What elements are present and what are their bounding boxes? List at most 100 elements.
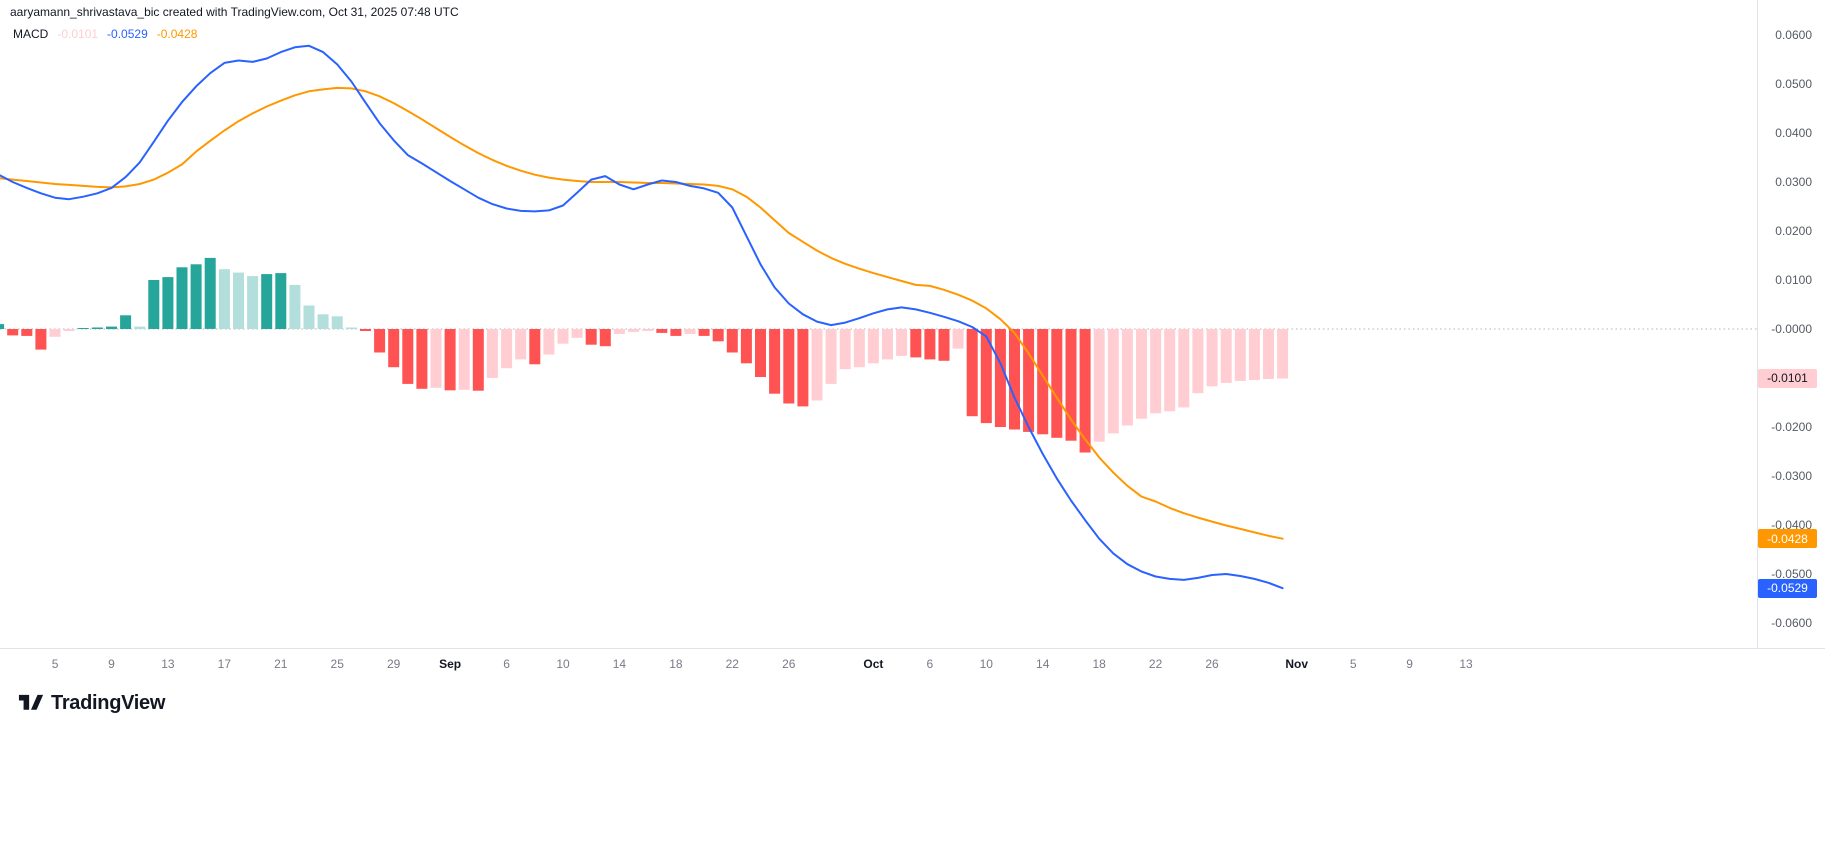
histogram-bar[interactable] [1136, 329, 1147, 419]
histogram-bar[interactable] [233, 272, 244, 329]
macd-line[interactable] [0, 44, 1284, 590]
histogram-bar[interactable] [642, 329, 654, 331]
indicator-legend[interactable]: MACD -0.0101 -0.0529 -0.0428 [13, 27, 197, 41]
histogram-bar[interactable] [374, 329, 386, 353]
histogram-bar[interactable] [726, 329, 738, 353]
histogram-bar[interactable] [740, 329, 752, 364]
histogram-bar[interactable] [684, 329, 696, 334]
histogram-bar[interactable] [275, 273, 287, 329]
histogram-bar[interactable] [755, 329, 766, 377]
chart-plot-area[interactable] [0, 0, 1757, 648]
histogram-bar[interactable] [134, 326, 146, 330]
histogram-bar[interactable] [176, 267, 188, 329]
histogram-bar[interactable] [1093, 329, 1105, 442]
tradingview-logo[interactable]: TradingView [18, 690, 165, 716]
histogram-bar[interactable] [1248, 329, 1260, 380]
histogram-bar[interactable] [402, 329, 414, 384]
histogram-bar[interactable] [486, 329, 498, 378]
histogram-bar[interactable] [1164, 329, 1176, 412]
histogram-bar[interactable] [867, 329, 879, 364]
histogram-bar[interactable] [261, 274, 273, 329]
histogram-bar[interactable] [1220, 329, 1232, 383]
histogram-bar[interactable] [853, 329, 865, 368]
histogram-bar[interactable] [769, 329, 781, 394]
histogram-bar[interactable] [21, 329, 33, 336]
histogram-bar[interactable] [1121, 329, 1133, 426]
histogram-bar[interactable] [839, 329, 851, 370]
histogram-bar[interactable] [7, 329, 19, 336]
histogram-bar[interactable] [1065, 329, 1077, 441]
histogram-bar[interactable] [106, 326, 117, 330]
histogram-bar[interactable] [247, 276, 259, 329]
histogram-bar[interactable] [1079, 329, 1091, 453]
histogram-bar[interactable] [656, 329, 668, 333]
histogram-bar[interactable] [317, 314, 329, 329]
histogram-bar[interactable] [628, 329, 639, 332]
histogram-bar[interactable] [49, 329, 61, 337]
histogram-bar[interactable] [331, 316, 343, 329]
histogram-bar[interactable] [360, 329, 371, 331]
histogram-bar[interactable] [148, 280, 160, 329]
histogram-bar[interactable] [882, 329, 893, 360]
histogram-bar[interactable] [1107, 329, 1119, 434]
histogram-bar[interactable] [585, 329, 597, 345]
indicator-name[interactable]: MACD [13, 27, 49, 41]
histogram-bar[interactable] [444, 329, 456, 391]
histogram-bar[interactable] [698, 329, 710, 336]
histogram-bar[interactable] [529, 329, 541, 365]
histogram-bar[interactable] [599, 329, 611, 347]
histogram-bar[interactable] [515, 329, 527, 360]
histogram-bar[interactable] [811, 329, 823, 401]
histogram-bar[interactable] [472, 329, 484, 391]
histogram-bar[interactable] [345, 327, 357, 330]
histogram-bar[interactable] [430, 329, 442, 388]
time-axis[interactable]: 5 9 13 17 21 25 29 Sep 6 10 14 18 22 26 Oct 6 10 14 18 22 26… [0, 649, 1825, 679]
histogram-bar[interactable] [63, 329, 75, 331]
histogram-bar[interactable] [162, 277, 174, 329]
histogram-bar[interactable] [1234, 329, 1246, 381]
histogram-bar[interactable] [712, 329, 724, 342]
histogram-bar[interactable] [938, 329, 950, 361]
histogram-bar[interactable] [571, 329, 583, 338]
histogram-bar[interactable] [1150, 329, 1162, 414]
histogram-bar[interactable] [218, 269, 230, 329]
histogram-bar[interactable] [1051, 329, 1063, 438]
histogram-bar[interactable] [303, 305, 315, 330]
histogram-bar[interactable] [190, 264, 202, 329]
histogram-bar[interactable] [289, 284, 301, 329]
histogram-bar[interactable] [783, 329, 795, 404]
histogram-bar[interactable] [966, 329, 978, 417]
histogram-bar[interactable] [952, 329, 964, 349]
histogram-bar[interactable] [557, 329, 569, 344]
histogram-bar[interactable] [91, 327, 103, 330]
histogram-bar[interactable] [458, 329, 470, 390]
histogram-bar[interactable] [1037, 329, 1049, 435]
histogram-bar[interactable] [1178, 329, 1190, 408]
histogram-bar[interactable] [77, 328, 89, 329]
histogram-bar[interactable] [670, 329, 682, 336]
histogram-bar[interactable] [994, 329, 1006, 427]
histogram-bar[interactable] [35, 329, 47, 350]
histogram-bar[interactable] [1206, 329, 1218, 387]
price-axis[interactable]: 0.0600 0.0500 0.0400 0.0300 0.0200 0.0100 -0.0… [1757, 0, 1825, 648]
histogram-bar[interactable] [825, 329, 837, 384]
histogram-bar[interactable] [896, 329, 908, 356]
histogram-bar[interactable] [543, 329, 555, 355]
signal-line[interactable] [0, 86, 1284, 540]
histogram-bar[interactable] [980, 329, 992, 424]
histogram-bar[interactable] [204, 257, 216, 329]
histogram-bar[interactable] [613, 329, 625, 334]
histogram-bar[interactable] [910, 329, 922, 358]
histogram-bar[interactable] [416, 329, 428, 389]
histogram-bar[interactable] [388, 329, 400, 368]
histogram-bar[interactable] [1277, 329, 1289, 379]
histogram-bar[interactable] [1263, 329, 1274, 379]
histogram-bar[interactable] [797, 329, 809, 407]
histogram-bar[interactable] [501, 329, 513, 369]
histogram-bar[interactable] [924, 329, 936, 360]
histogram-bar[interactable] [120, 315, 132, 329]
histogram-bar[interactable] [1009, 329, 1020, 430]
histogram-bar[interactable] [1023, 329, 1035, 432]
histogram-bar[interactable] [0, 324, 5, 329]
histogram-bar[interactable] [1192, 329, 1204, 394]
